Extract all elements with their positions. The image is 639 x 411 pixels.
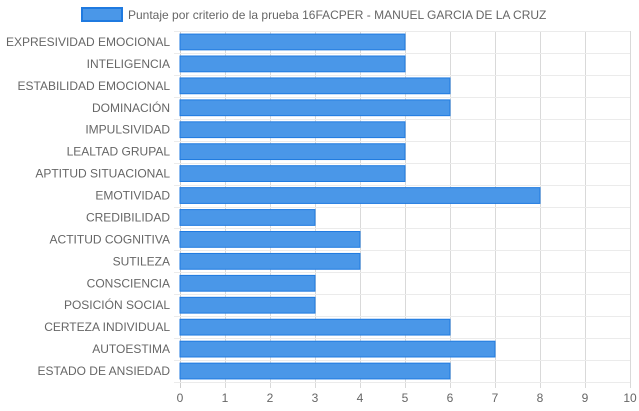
bar[interactable] xyxy=(179,362,451,380)
x-tick-label: 10 xyxy=(623,391,637,405)
category-label: LEALTAD GRUPAL xyxy=(67,145,171,159)
category-label: ESTADO DE ANSIEDAD xyxy=(38,364,171,378)
x-tick-label: 3 xyxy=(312,391,319,405)
x-tick-label: 5 xyxy=(402,391,409,405)
category-label: ACTITUD COGNITIVA xyxy=(50,232,170,246)
category-labels: EXPRESIVIDAD EMOCIONAL INTELIGENCIA ESTABI… xyxy=(6,35,170,378)
bar[interactable] xyxy=(179,165,406,182)
x-tick-label: 4 xyxy=(357,391,364,405)
category-label: EMOTIVIDAD xyxy=(95,189,170,203)
bar[interactable] xyxy=(179,340,496,358)
x-tick-label: 2 xyxy=(267,391,274,405)
bar[interactable] xyxy=(179,187,541,204)
bar[interactable] xyxy=(179,33,406,51)
x-tick-label: 8 xyxy=(537,391,544,405)
category-label: CONSCIENCIA xyxy=(87,276,170,290)
bar[interactable] xyxy=(179,121,406,139)
category-label: EXPRESIVIDAD EMOCIONAL xyxy=(6,35,170,49)
x-tick-label: 1 xyxy=(222,391,229,405)
category-label: AUTOESTIMA xyxy=(92,342,170,356)
bar[interactable] xyxy=(179,252,361,270)
bar[interactable] xyxy=(179,209,316,226)
category-label: POSICIÓN SOCIAL xyxy=(64,297,170,312)
category-label: APTITUD SITUACIONAL xyxy=(35,167,170,181)
bar[interactable] xyxy=(179,296,316,314)
category-label: CERTEZA INDIVIDUAL xyxy=(44,320,170,334)
legend-swatch[interactable] xyxy=(81,7,123,22)
bar[interactable] xyxy=(179,99,451,117)
bar[interactable] xyxy=(179,77,451,95)
category-label: ESTABILIDAD EMOCIONAL xyxy=(18,79,171,93)
bar[interactable] xyxy=(179,143,406,161)
x-tick-label: 6 xyxy=(447,391,454,405)
bar[interactable] xyxy=(179,318,451,336)
category-label: IMPULSIVIDAD xyxy=(85,123,170,137)
category-label: SUTILEZA xyxy=(113,254,170,268)
x-tick-label: 0 xyxy=(177,391,184,405)
category-label: CREDIBILIDAD xyxy=(86,210,170,224)
legend-label[interactable]: Puntaje por criterio de la prueba 16FACP… xyxy=(128,8,546,22)
category-label: DOMINACIÓN xyxy=(92,100,170,115)
category-label: INTELIGENCIA xyxy=(87,57,170,71)
x-tick-label: 9 xyxy=(582,391,589,405)
x-tick-labels: 0 1 2 3 4 5 6 7 8 9 10 xyxy=(177,391,637,405)
legend[interactable]: Puntaje por criterio de la prueba 16FACP… xyxy=(81,7,546,22)
bars xyxy=(179,33,541,380)
x-tick-label: 7 xyxy=(492,391,499,405)
bar[interactable] xyxy=(179,274,316,292)
bar[interactable] xyxy=(179,231,361,248)
bar[interactable] xyxy=(179,55,406,73)
